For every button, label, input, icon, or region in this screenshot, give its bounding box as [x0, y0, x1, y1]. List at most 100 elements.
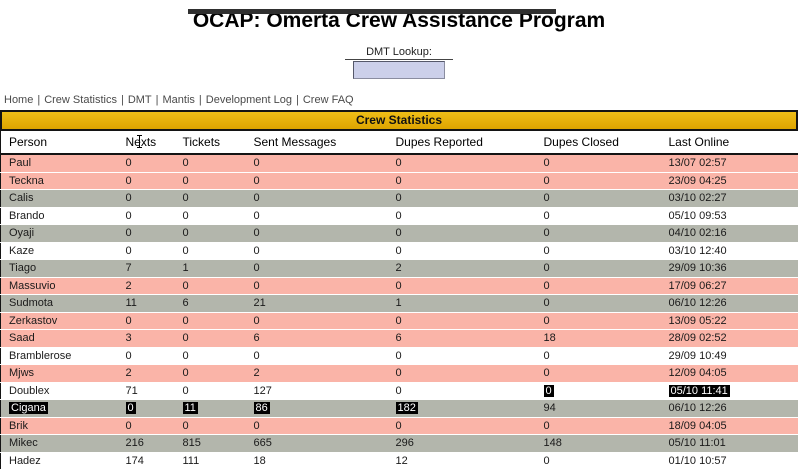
- cell-person: Teckna: [1, 172, 118, 190]
- cell-person: Brik: [1, 417, 118, 435]
- cell-dupes-reported: 296: [388, 435, 536, 453]
- col-nexts: Nexts: [118, 131, 175, 154]
- cell-dupes-reported: 2: [388, 260, 536, 278]
- cell-dupes-closed: 0: [536, 207, 661, 225]
- cell-nexts: 0: [118, 400, 175, 418]
- table-header-row: Person Nexts Tickets Sent Messages Dupes…: [1, 131, 798, 154]
- cell-sent: 0: [246, 225, 388, 243]
- cell-last-online: 13/09 05:22: [661, 312, 798, 330]
- cell-person: Tiago: [1, 260, 118, 278]
- cell-dupes-closed: 0: [536, 312, 661, 330]
- nav-link-dmt[interactable]: DMT: [128, 94, 152, 106]
- cell-last-online: 03/10 12:40: [661, 242, 798, 260]
- cell-tickets: 0: [175, 190, 246, 208]
- cell-sent: 0: [246, 172, 388, 190]
- cell-tickets: 0: [175, 277, 246, 295]
- cell-sent: 21: [246, 295, 388, 313]
- nav-separator: |: [121, 94, 124, 106]
- cell-person: Massuvio: [1, 277, 118, 295]
- cell-last-online: 28/09 02:52: [661, 330, 798, 348]
- cell-person: Calis: [1, 190, 118, 208]
- cell-tickets: 111: [175, 452, 246, 470]
- cell-nexts: 2: [118, 277, 175, 295]
- cell-dupes-reported: 0: [388, 365, 536, 383]
- nav-link-home[interactable]: Home: [4, 94, 33, 106]
- nav-link-crew-statistics[interactable]: Crew Statistics: [44, 94, 117, 106]
- cell-dupes-closed: 0: [536, 277, 661, 295]
- cell-dupes-closed: 0: [536, 260, 661, 278]
- dmt-lookup-form: DMT Lookup:: [345, 46, 453, 79]
- table-row: Paul 0 0 0 0 0 13/07 02:57: [1, 154, 798, 172]
- nav-link-development-log[interactable]: Development Log: [206, 94, 292, 106]
- nav-link-crew-faq[interactable]: Crew FAQ: [303, 94, 354, 106]
- cell-dupes-reported: 0: [388, 207, 536, 225]
- cell-nexts: 174: [118, 452, 175, 470]
- cell-person: Bramblerose: [1, 347, 118, 365]
- crew-statistics-section: Crew Statistics Person Nexts Tickets Sen…: [0, 110, 798, 470]
- table-row: Teckna 0 0 0 0 0 23/09 04:25: [1, 172, 798, 190]
- cell-dupes-closed: 0: [536, 154, 661, 172]
- cell-dupes-closed: 18: [536, 330, 661, 348]
- cell-last-online: 29/09 10:49: [661, 347, 798, 365]
- cell-dupes-reported: 0: [388, 172, 536, 190]
- cell-person: Cigana: [1, 400, 118, 418]
- text-cursor-icon: [139, 135, 140, 148]
- nav-separator: |: [199, 94, 202, 106]
- cell-last-online: 17/09 06:27: [661, 277, 798, 295]
- cell-person: Zerkastov: [1, 312, 118, 330]
- table-row: Cigana 0 11 86 182 94 06/10 12:26: [1, 400, 798, 418]
- cell-dupes-closed: 0: [536, 172, 661, 190]
- col-tickets: Tickets: [175, 131, 246, 154]
- cell-dupes-reported: 0: [388, 225, 536, 243]
- cell-tickets: 0: [175, 382, 246, 400]
- cell-nexts: 7: [118, 260, 175, 278]
- cell-sent: 0: [246, 190, 388, 208]
- cell-last-online: 01/10 10:57: [661, 452, 798, 470]
- cell-tickets: 0: [175, 172, 246, 190]
- cell-last-online: 04/10 02:16: [661, 225, 798, 243]
- cell-sent: 0: [246, 242, 388, 260]
- nav-link-mantis[interactable]: Mantis: [163, 94, 195, 106]
- cell-tickets: 815: [175, 435, 246, 453]
- cell-sent: 0: [246, 417, 388, 435]
- cell-person: Sudmota: [1, 295, 118, 313]
- col-person: Person: [1, 131, 118, 154]
- cell-nexts: 0: [118, 225, 175, 243]
- table-row: Mjws 2 0 2 0 0 12/09 04:05: [1, 365, 798, 383]
- cell-dupes-closed: 0: [536, 452, 661, 470]
- cell-dupes-closed: 0: [536, 225, 661, 243]
- cell-sent: 0: [246, 260, 388, 278]
- cell-person: Hadez: [1, 452, 118, 470]
- cell-sent: 2: [246, 365, 388, 383]
- cell-tickets: 11: [175, 400, 246, 418]
- cell-sent: 0: [246, 207, 388, 225]
- cell-sent: 6: [246, 330, 388, 348]
- cell-last-online: 23/09 04:25: [661, 172, 798, 190]
- cell-last-online: 13/07 02:57: [661, 154, 798, 172]
- cell-tickets: 0: [175, 417, 246, 435]
- cell-dupes-reported: 0: [388, 190, 536, 208]
- cell-sent: 0: [246, 347, 388, 365]
- cell-sent: 86: [246, 400, 388, 418]
- dmt-lookup-label: DMT Lookup:: [345, 46, 453, 60]
- cell-last-online: 05/10 09:53: [661, 207, 798, 225]
- table-row: Calis 0 0 0 0 0 03/10 02:27: [1, 190, 798, 208]
- table-row: Massuvio 2 0 0 0 0 17/09 06:27: [1, 277, 798, 295]
- cell-dupes-closed: 0: [536, 382, 661, 400]
- cell-sent: 665: [246, 435, 388, 453]
- cell-dupes-reported: 0: [388, 154, 536, 172]
- cell-last-online: 06/10 12:26: [661, 295, 798, 313]
- cell-tickets: 0: [175, 242, 246, 260]
- dmt-lookup-input[interactable]: [353, 61, 445, 79]
- table-row: Oyaji 0 0 0 0 0 04/10 02:16: [1, 225, 798, 243]
- cell-nexts: 0: [118, 347, 175, 365]
- cell-person: Brando: [1, 207, 118, 225]
- cell-dupes-closed: 0: [536, 417, 661, 435]
- cell-dupes-reported: 0: [388, 242, 536, 260]
- cell-dupes-reported: 0: [388, 382, 536, 400]
- cell-dupes-closed: 0: [536, 295, 661, 313]
- cell-nexts: 0: [118, 154, 175, 172]
- table-row: Brando 0 0 0 0 0 05/10 09:53: [1, 207, 798, 225]
- top-bar-artifact: [188, 9, 556, 14]
- cell-tickets: 1: [175, 260, 246, 278]
